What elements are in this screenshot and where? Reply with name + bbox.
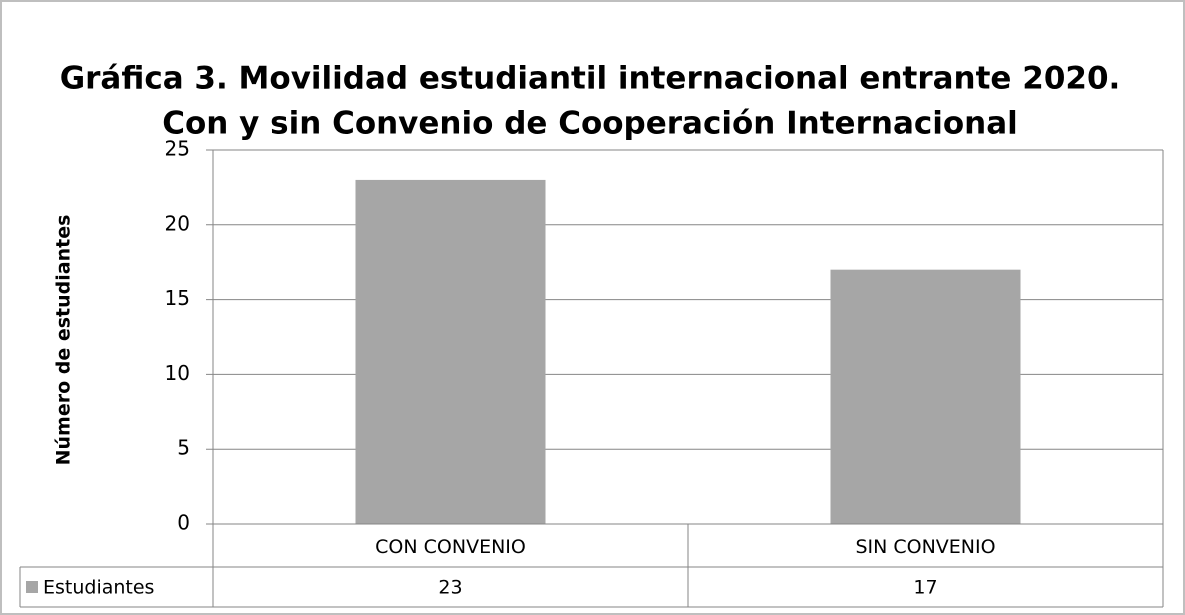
bar [830,269,1021,524]
legend-label: Estudiantes [43,577,154,599]
table-value: 23 [438,577,462,599]
x-tick-label: SIN CONVENIO [855,536,995,558]
chart-title: Con y sin Convenio de Cooperación Intern… [162,106,1018,142]
table-value: 17 [913,577,937,599]
bar [355,179,546,525]
y-tick-label: 5 [177,436,190,460]
y-tick-label: 0 [177,511,190,535]
chart-title: Gráfica 3. Movilidad estudiantil interna… [60,61,1121,97]
y-tick-label: 15 [165,286,190,310]
y-tick-label: 20 [165,211,190,235]
y-axis-label: Número de estudiantes [53,215,75,466]
y-tick-label: 10 [165,361,190,385]
x-tick-label: CON CONVENIO [375,536,526,558]
y-tick-label: 25 [165,137,190,161]
legend-key [26,581,38,593]
